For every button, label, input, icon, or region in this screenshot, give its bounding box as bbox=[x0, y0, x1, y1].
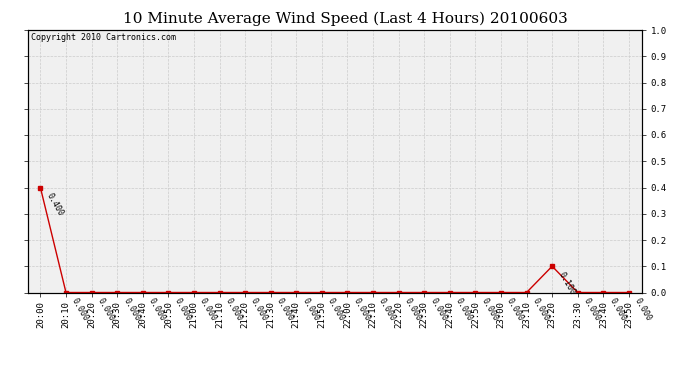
Text: 10 Minute Average Wind Speed (Last 4 Hours) 20100603: 10 Minute Average Wind Speed (Last 4 Hou… bbox=[123, 11, 567, 26]
Text: 0.000: 0.000 bbox=[633, 297, 653, 323]
Text: 0.000: 0.000 bbox=[428, 297, 448, 323]
Text: 0.000: 0.000 bbox=[224, 297, 244, 323]
Text: 0.000: 0.000 bbox=[249, 297, 270, 323]
Text: 0.000: 0.000 bbox=[531, 297, 551, 323]
Text: 0.000: 0.000 bbox=[480, 297, 500, 323]
Text: 0.000: 0.000 bbox=[121, 297, 141, 323]
Text: Copyright 2010 Cartronics.com: Copyright 2010 Cartronics.com bbox=[30, 33, 176, 42]
Text: 0.000: 0.000 bbox=[198, 297, 218, 323]
Text: 0.100: 0.100 bbox=[556, 270, 577, 297]
Text: 0.400: 0.400 bbox=[45, 192, 65, 218]
Text: 0.000: 0.000 bbox=[300, 297, 321, 323]
Text: 0.000: 0.000 bbox=[454, 297, 474, 323]
Text: 0.000: 0.000 bbox=[147, 297, 167, 323]
Text: 0.000: 0.000 bbox=[172, 297, 193, 323]
Text: 0.000: 0.000 bbox=[352, 297, 372, 323]
Text: 0.000: 0.000 bbox=[582, 297, 602, 323]
Text: 0.000: 0.000 bbox=[607, 297, 628, 323]
Text: 0.000: 0.000 bbox=[403, 297, 423, 323]
Text: 0.000: 0.000 bbox=[70, 297, 90, 323]
Text: 0.000: 0.000 bbox=[377, 297, 397, 323]
Text: 0.000: 0.000 bbox=[505, 297, 525, 323]
Text: 0.000: 0.000 bbox=[275, 297, 295, 323]
Text: 0.000: 0.000 bbox=[326, 297, 346, 323]
Text: 0.000: 0.000 bbox=[96, 297, 116, 323]
